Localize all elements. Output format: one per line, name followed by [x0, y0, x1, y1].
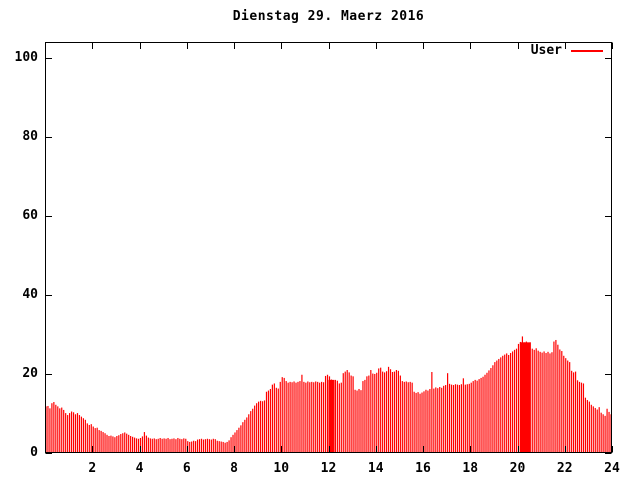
- x-tick-label: 10: [273, 461, 290, 476]
- ticks-group: [45, 42, 613, 454]
- legend-label: User: [530, 43, 562, 58]
- x-tick-label: 8: [230, 461, 238, 476]
- y-tick-label: 20: [22, 365, 38, 381]
- solid-blocks-group: [328, 342, 531, 453]
- chart-title: Dienstag 29. Maerz 2016: [232, 9, 425, 24]
- plot-border: [45, 42, 612, 453]
- x-tick-label: 16: [415, 461, 431, 476]
- x-tick-label: 20: [509, 461, 526, 476]
- solid-bar-block: [519, 342, 531, 453]
- x-tick-label: 2: [88, 461, 97, 476]
- x-tick-label: 12: [320, 461, 337, 476]
- y-tick-label: 60: [22, 207, 38, 223]
- y-tick-label: 100: [14, 49, 38, 65]
- x-tick-label: 18: [462, 461, 479, 476]
- y-tick-label: 0: [30, 445, 38, 460]
- y-tick-label: 40: [22, 286, 38, 302]
- x-tick-label: 24: [604, 461, 620, 476]
- x-tick-label: 14: [367, 461, 384, 476]
- x-tick-label: 4: [135, 461, 144, 476]
- solid-bar-block: [328, 379, 335, 453]
- y-tick-label: 80: [22, 128, 38, 144]
- legend-line-sample: [571, 50, 603, 52]
- legend: User: [430, 44, 603, 58]
- x-tick-label: 6: [182, 461, 191, 476]
- x-tick-label: 22: [556, 461, 573, 476]
